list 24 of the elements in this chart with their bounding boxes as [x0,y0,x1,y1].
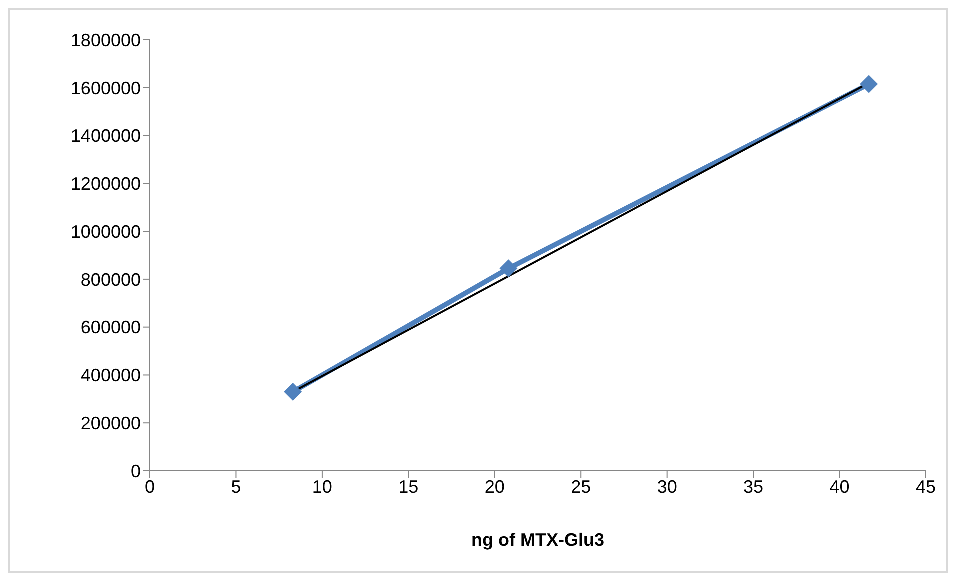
x-tick-label: 30 [657,476,678,497]
y-tick-label: 1800000 [70,30,141,50]
x-tick-label: 5 [231,476,242,497]
point [500,260,518,278]
x-tick-label: 40 [830,476,850,497]
y-tick-label: 1400000 [70,126,141,146]
x-tick-label: 15 [398,476,419,497]
y-tick-label: 0 [130,461,141,482]
x-tick-label: 25 [571,476,592,497]
y-tick-label: 600000 [80,318,141,338]
x-tick-label: 45 [916,476,936,497]
x-tick-label: 35 [744,476,764,497]
point [284,382,302,401]
x-tick-label: 20 [484,476,505,497]
x-tick-label: 0 [144,476,156,497]
y-tick-label: 1600000 [70,78,141,98]
y-tick-label: 400000 [80,366,141,386]
y-tick-label: 1200000 [70,174,141,194]
y-tick-label: 800000 [80,270,141,290]
x-axis-title: ng of MTX-Glu3 [472,530,604,550]
point [860,75,878,94]
y-tick-label: 1000000 [70,222,141,242]
x-tick-label: 10 [312,476,332,497]
y-tick-label: 200000 [80,414,141,434]
